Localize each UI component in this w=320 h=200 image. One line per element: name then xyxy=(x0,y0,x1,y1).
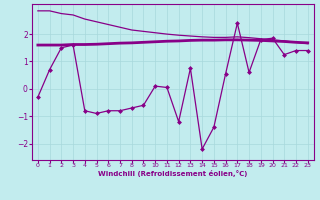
X-axis label: Windchill (Refroidissement éolien,°C): Windchill (Refroidissement éolien,°C) xyxy=(98,170,247,177)
